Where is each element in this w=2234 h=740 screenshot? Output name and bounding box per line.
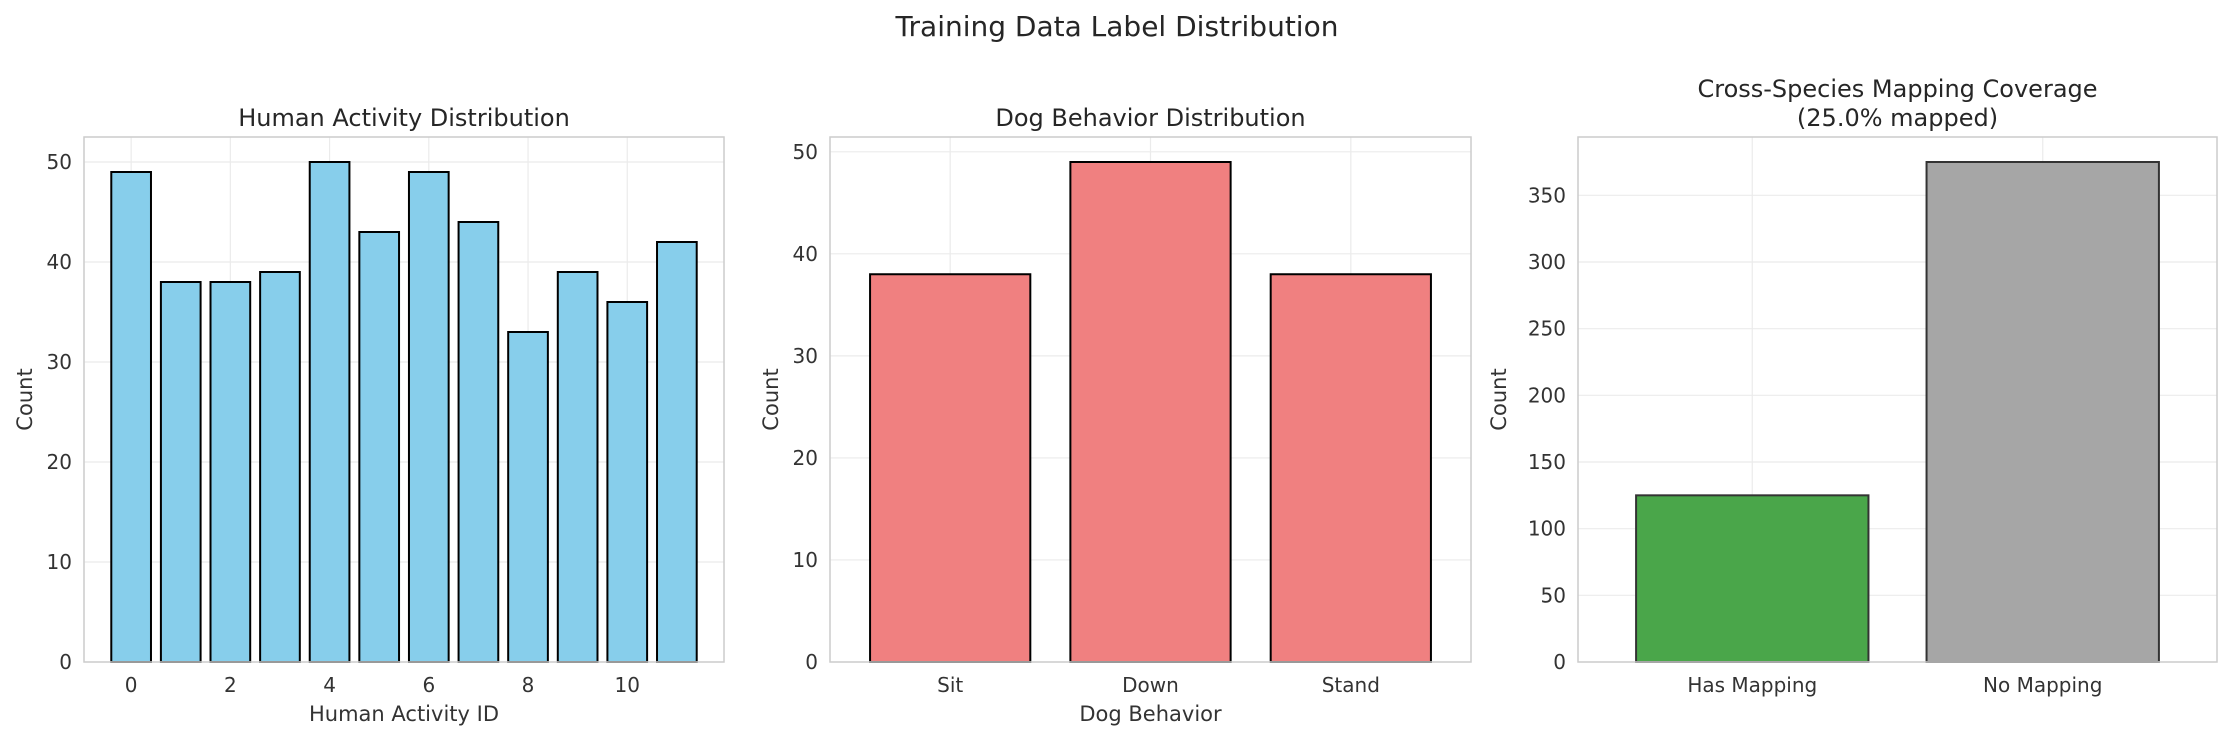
y-axis-label: Count <box>759 368 783 430</box>
chart-title: Human Activity Distribution <box>238 104 570 132</box>
x-tick-label: Down <box>1122 673 1179 697</box>
x-tick-label: 0 <box>125 673 138 697</box>
x-tick-label: 4 <box>323 673 336 697</box>
y-tick-label: 30 <box>47 350 72 374</box>
y-tick-label: 0 <box>805 650 818 674</box>
y-tick-label: 20 <box>793 446 818 470</box>
bar-11 <box>656 241 698 663</box>
chart-human-activity: 0 10 20 30 40 50 0 2 4 6 8 10 Human Activity Distrib… <box>13 104 725 726</box>
y-tick-label: 20 <box>47 450 72 474</box>
y-tick-label: 100 <box>1528 517 1566 541</box>
y-tick-label: 40 <box>793 242 818 266</box>
bar-10 <box>606 301 649 663</box>
bar-sit <box>869 273 1032 663</box>
bar-1 <box>159 281 202 663</box>
y-axis-label: Count <box>1487 368 1511 430</box>
y-tick-label: 300 <box>1528 250 1566 274</box>
plot-frame <box>829 136 1472 663</box>
plot-frame <box>83 136 725 663</box>
y-tick-label: 10 <box>47 550 72 574</box>
x-tick-label: Sit <box>937 673 963 697</box>
y-tick-label: 200 <box>1528 383 1566 407</box>
chart-mapping-coverage: 0 50 100 150 200 250 300 350 Has Mapping No Mappi… <box>1487 75 2218 697</box>
y-tick-label: 350 <box>1528 183 1566 207</box>
x-tick-label: 2 <box>224 673 237 697</box>
y-axis-label: Count <box>13 368 37 430</box>
bar-no-mapping <box>1925 161 2160 663</box>
bar-7 <box>457 221 500 663</box>
bar-2 <box>209 281 252 663</box>
x-tick-label: 6 <box>422 673 435 697</box>
y-tick-label: 0 <box>1553 650 1566 674</box>
chart-dog-behavior: 0 10 20 30 40 50 Sit Down Stand Dog Behavior Dist… <box>759 104 1472 726</box>
x-axis-label: Human Activity ID <box>309 702 499 726</box>
chart-subtitle: (25.0% mapped) <box>1797 104 1998 132</box>
figure-title: Training Data Label Distribution <box>895 10 1339 43</box>
y-tick-label: 50 <box>47 150 72 174</box>
chart-title: Dog Behavior Distribution <box>995 104 1305 132</box>
y-tick-label: 150 <box>1528 450 1566 474</box>
chart-title: Cross-Species Mapping Coverage <box>1697 75 2097 103</box>
y-tick-label: 50 <box>1541 583 1566 607</box>
bar-0 <box>110 171 152 663</box>
bar-has-mapping <box>1635 494 1870 664</box>
y-tick-label: 0 <box>59 650 72 674</box>
x-tick-label: Has Mapping <box>1687 673 1817 697</box>
x-tick-label: 8 <box>522 673 535 697</box>
bar-5 <box>358 231 401 663</box>
plot-frame <box>1577 136 2218 663</box>
x-tick-label: 10 <box>615 673 640 697</box>
x-tick-label: Stand <box>1322 673 1380 697</box>
bar-6 <box>407 171 450 663</box>
bar-8 <box>507 331 549 663</box>
y-tick-label: 40 <box>47 250 72 274</box>
y-tick-label: 30 <box>793 344 818 368</box>
bar-stand <box>1269 273 1432 663</box>
y-tick-label: 50 <box>793 140 818 164</box>
bar-4 <box>308 161 351 663</box>
x-tick-label: No Mapping <box>1983 673 2102 697</box>
y-tick-label: 250 <box>1528 317 1566 341</box>
x-axis-label: Dog Behavior <box>1079 702 1222 726</box>
bar-9 <box>556 271 599 663</box>
y-tick-label: 10 <box>793 548 818 572</box>
bar-3 <box>259 271 301 663</box>
bar-down <box>1069 161 1232 663</box>
